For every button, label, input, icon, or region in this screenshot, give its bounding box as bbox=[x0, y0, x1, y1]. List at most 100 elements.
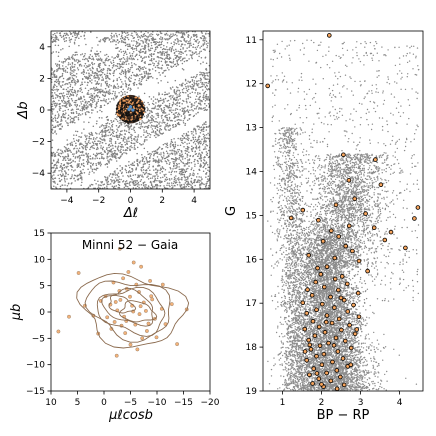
field-star bbox=[54, 44, 57, 46]
field-star bbox=[157, 112, 159, 114]
field-star bbox=[174, 145, 177, 147]
field-star bbox=[125, 77, 127, 79]
field-star bbox=[198, 98, 200, 101]
field-star bbox=[112, 87, 115, 89]
field-star bbox=[68, 95, 71, 97]
field-star bbox=[163, 186, 166, 189]
field-star bbox=[174, 79, 177, 82]
cluster-star bbox=[117, 113, 119, 116]
field-star bbox=[111, 185, 114, 188]
field-star bbox=[184, 179, 186, 181]
field-star bbox=[87, 91, 89, 94]
field-star bbox=[67, 34, 69, 36]
cluster-star bbox=[142, 113, 145, 116]
field-star bbox=[54, 102, 57, 104]
field-star bbox=[192, 87, 194, 89]
field-star bbox=[152, 53, 155, 56]
field-star bbox=[163, 69, 166, 72]
field-star bbox=[117, 157, 120, 159]
pm-point bbox=[138, 304, 143, 309]
field-star bbox=[102, 139, 104, 141]
field-star bbox=[63, 88, 65, 90]
field-star bbox=[180, 53, 182, 55]
field-star bbox=[174, 54, 176, 57]
field-star bbox=[126, 91, 128, 94]
field-star bbox=[71, 74, 73, 77]
field-star bbox=[99, 62, 102, 65]
field-star bbox=[120, 94, 122, 97]
field-star bbox=[63, 70, 65, 72]
field-star bbox=[174, 153, 176, 156]
field-star bbox=[125, 32, 127, 34]
field-star bbox=[193, 80, 196, 82]
field-star bbox=[54, 117, 57, 120]
field-star bbox=[111, 155, 113, 157]
field-star bbox=[51, 94, 54, 96]
field-star bbox=[196, 155, 199, 157]
field-star bbox=[134, 181, 137, 184]
field-star bbox=[208, 137, 210, 140]
field-star bbox=[100, 85, 102, 87]
field-star bbox=[72, 112, 75, 114]
field-star bbox=[153, 150, 155, 152]
field-star bbox=[174, 33, 177, 36]
field-star bbox=[118, 62, 121, 65]
field-star bbox=[117, 176, 119, 178]
field-star bbox=[183, 173, 185, 176]
field-star bbox=[74, 31, 77, 33]
field-star bbox=[186, 145, 189, 148]
field-star bbox=[135, 187, 137, 189]
field-star bbox=[156, 172, 158, 174]
field-star bbox=[170, 109, 172, 111]
field-star bbox=[62, 62, 64, 64]
field-star bbox=[140, 168, 142, 171]
cluster-star bbox=[132, 98, 135, 100]
field-star bbox=[173, 103, 175, 105]
field-star bbox=[205, 62, 208, 65]
field-star bbox=[207, 42, 209, 44]
field-star bbox=[157, 164, 159, 167]
field-star bbox=[104, 64, 106, 66]
field-star bbox=[108, 64, 111, 67]
field-star bbox=[191, 145, 193, 148]
field-star bbox=[194, 129, 197, 132]
field-star bbox=[114, 141, 117, 143]
field-star bbox=[79, 90, 81, 92]
field-star bbox=[152, 157, 155, 160]
field-star bbox=[120, 73, 122, 76]
field-star bbox=[183, 185, 186, 187]
field-star bbox=[188, 142, 191, 145]
cluster-star bbox=[140, 116, 143, 119]
field-star bbox=[141, 51, 144, 53]
field-star bbox=[100, 125, 103, 127]
field-star bbox=[58, 128, 61, 130]
field-star bbox=[63, 37, 65, 39]
field-star bbox=[71, 86, 74, 89]
field-star bbox=[52, 72, 54, 74]
field-star bbox=[103, 37, 106, 39]
field-star bbox=[145, 72, 148, 74]
field-star bbox=[73, 177, 75, 180]
field-star bbox=[97, 44, 99, 46]
field-star bbox=[186, 109, 189, 111]
field-star bbox=[202, 44, 204, 47]
field-star bbox=[133, 126, 135, 129]
cluster-star bbox=[139, 103, 142, 106]
field-star bbox=[73, 153, 75, 155]
field-star bbox=[56, 161, 59, 163]
field-star bbox=[131, 134, 133, 137]
field-star bbox=[146, 139, 148, 141]
field-star bbox=[124, 122, 127, 124]
field-star bbox=[205, 167, 207, 170]
field-star bbox=[179, 98, 181, 100]
field-star bbox=[162, 132, 165, 134]
cmd-field-star bbox=[373, 360, 375, 363]
field-star bbox=[60, 152, 63, 155]
field-star bbox=[106, 157, 108, 159]
field-star bbox=[131, 66, 133, 69]
field-star bbox=[175, 90, 178, 93]
field-star bbox=[54, 169, 57, 171]
field-star bbox=[171, 104, 174, 107]
field-star bbox=[70, 109, 73, 111]
field-star bbox=[201, 108, 203, 110]
